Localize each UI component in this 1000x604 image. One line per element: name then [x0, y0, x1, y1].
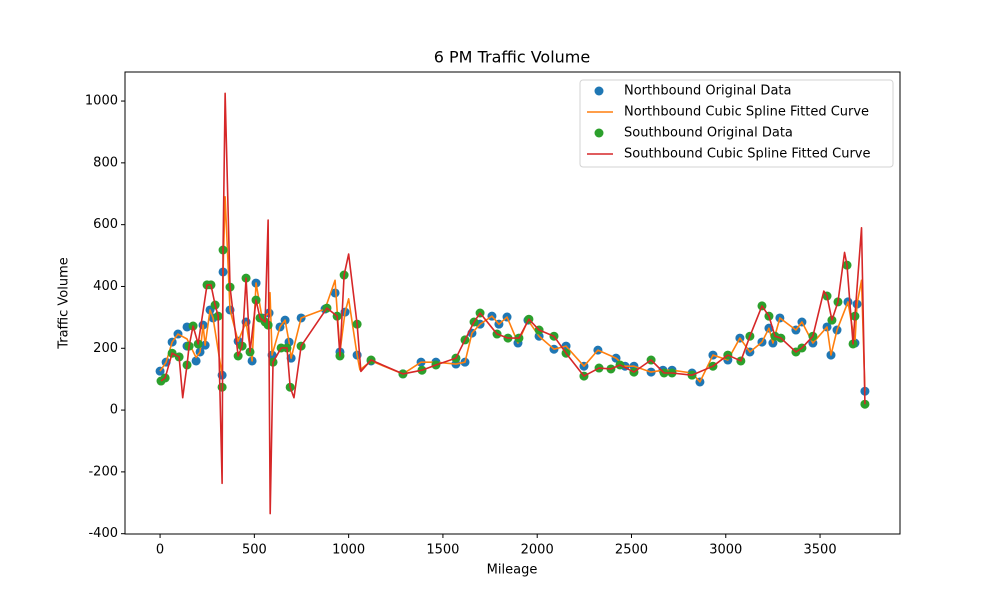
- legend-label: Southbound Original Data: [624, 126, 793, 141]
- x-tick-label: 1500: [426, 543, 459, 558]
- legend-marker: [594, 86, 604, 96]
- y-tick-label: 200: [93, 341, 118, 356]
- legend-label: Northbound Cubic Spline Fitted Curve: [624, 105, 869, 120]
- x-tick-label: 2000: [521, 543, 554, 558]
- legend-box: [579, 79, 894, 168]
- plot-area: [155, 92, 870, 515]
- x-axis-label: Mileage: [487, 563, 538, 578]
- x-tick-label: 3000: [709, 543, 742, 558]
- x-tick-label: 0: [156, 543, 164, 558]
- x-tick-label: 3500: [804, 543, 837, 558]
- legend-label: Northbound Original Data: [624, 84, 791, 99]
- y-tick-label: 1000: [85, 94, 118, 109]
- y-tick-label: 0: [110, 403, 118, 418]
- y-tick-label: -400: [88, 526, 118, 541]
- x-tick-label: 500: [242, 543, 267, 558]
- fitted-curve: [160, 92, 866, 515]
- y-tick-label: 800: [93, 155, 118, 170]
- y-tick-label: -200: [88, 464, 118, 479]
- x-tick-label: 1000: [332, 543, 365, 558]
- chart-title: 6 PM Traffic Volume: [434, 48, 590, 67]
- legend-marker: [594, 128, 604, 138]
- axes-frame: [124, 71, 901, 535]
- x-tick-label: 2500: [615, 543, 648, 558]
- fitted-curve: [159, 196, 866, 392]
- y-tick-label: 600: [93, 217, 118, 232]
- data-point: [330, 288, 340, 298]
- legend-label: Southbound Cubic Spline Fitted Curve: [624, 147, 870, 162]
- data-point: [191, 356, 201, 366]
- y-axis-label: Traffic Volume: [57, 257, 72, 350]
- y-tick-label: 400: [93, 279, 118, 294]
